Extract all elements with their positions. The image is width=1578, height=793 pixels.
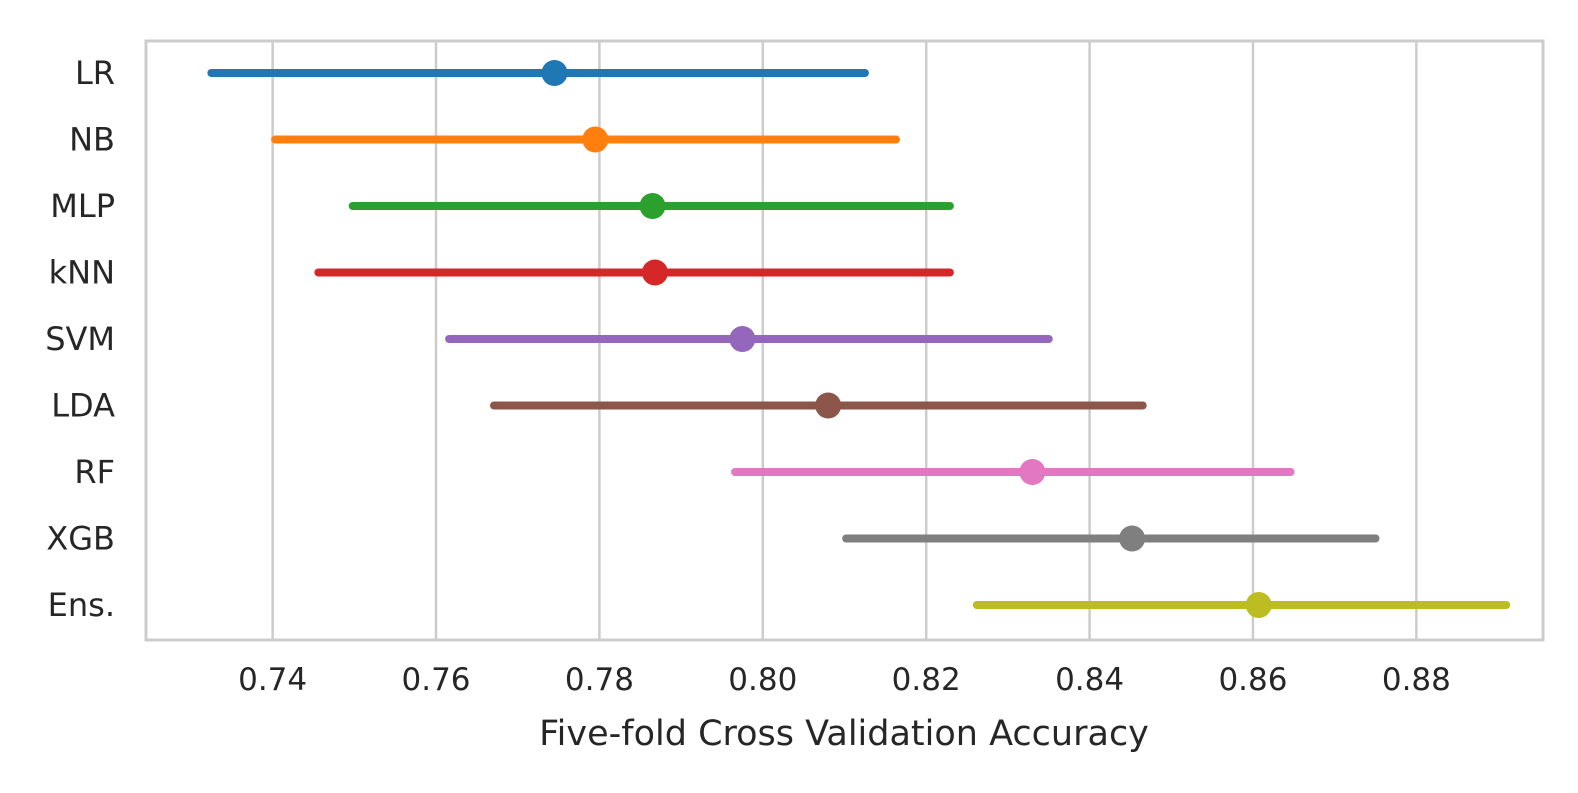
x-tick-label: 0.76 [402, 662, 471, 698]
x-tick-label: 0.82 [892, 662, 961, 698]
y-category-label: MLP [50, 187, 115, 225]
mean-point [582, 126, 609, 153]
y-category-label: NB [69, 121, 115, 159]
mean-point [1019, 459, 1046, 485]
y-category-label: SVM [45, 320, 115, 358]
x-tick-label: 0.88 [1382, 662, 1451, 698]
x-axis-title: Five-fold Cross Validation Accuracy [539, 714, 1149, 754]
mean-point [541, 60, 568, 86]
mean-point [815, 392, 842, 419]
y-category-labels: LR NB MLP kNN SVM LDA RF XGB Ens. [45, 54, 115, 624]
x-tick-label: 0.86 [1218, 662, 1287, 698]
mean-point [729, 326, 756, 352]
mean-point [639, 193, 666, 219]
x-tick-label: 0.78 [565, 662, 634, 698]
mean-point [641, 259, 668, 286]
x-tick-label: 0.74 [238, 662, 307, 698]
y-category-label: LR [75, 54, 115, 92]
y-category-label: kNN [49, 254, 115, 292]
x-tick-label: 0.84 [1055, 662, 1124, 698]
plot-frame [144, 39, 1545, 642]
series-layer [207, 60, 1511, 618]
mean-point [1245, 592, 1272, 618]
y-category-label: RF [74, 453, 115, 491]
mean-point [1119, 525, 1146, 552]
y-category-label: LDA [51, 387, 115, 425]
y-category-label: XGB [46, 520, 115, 558]
x-tick-label: 0.80 [728, 662, 797, 698]
x-tick-labels: 0.74 0.76 0.78 0.80 0.82 0.84 0.86 0.88 [238, 662, 1451, 698]
y-category-label: Ens. [48, 586, 115, 624]
